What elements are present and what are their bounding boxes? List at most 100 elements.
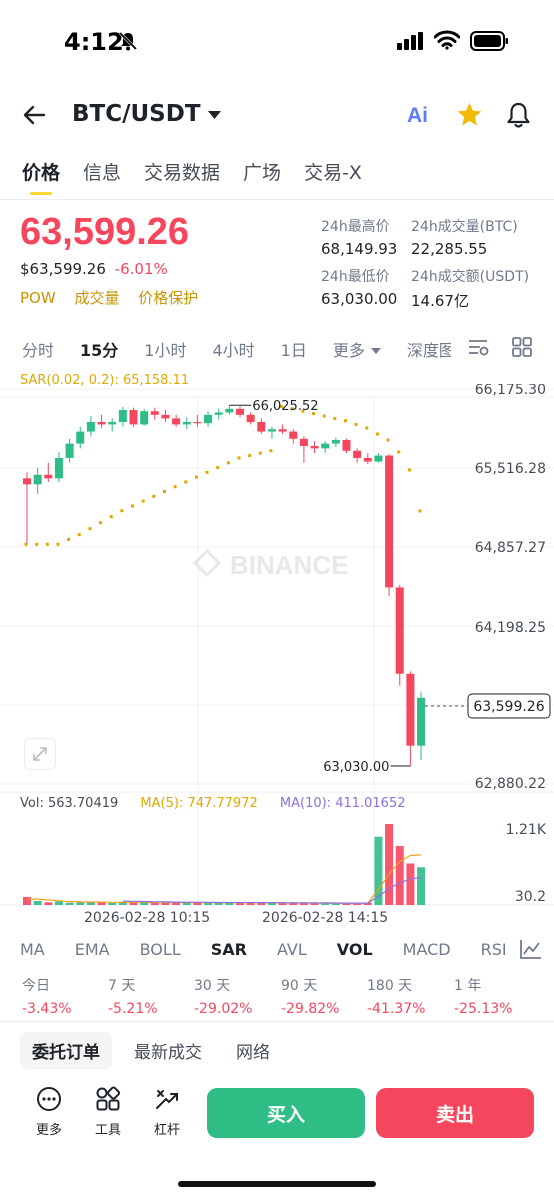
current-price-label: 63,599.26: [473, 699, 544, 715]
interval-1d[interactable]: 1日: [280, 341, 307, 360]
volume-bar: [289, 903, 298, 905]
indicator-avl[interactable]: AVL: [276, 940, 307, 959]
price-axis-label: 65,516.28: [475, 461, 546, 477]
badge-pow[interactable]: POW: [20, 289, 56, 307]
interval-more-label: 更多: [332, 341, 365, 360]
stat-label: 24h最低价: [321, 269, 390, 285]
tab-recent-trades[interactable]: 最新成交: [134, 1043, 202, 1063]
indicator-rsi[interactable]: RSI: [480, 940, 507, 959]
volume-bar: [385, 824, 394, 905]
bell-alert-icon[interactable]: [505, 101, 532, 129]
sar-dot: [312, 412, 316, 416]
low-price-label: 63,030.00: [323, 760, 389, 775]
indicator-chart-icon[interactable]: [519, 938, 543, 960]
star-favorite-icon[interactable]: [456, 101, 483, 128]
sar-dot: [290, 407, 294, 411]
status-bar: 4:12: [0, 0, 554, 84]
interval-depth[interactable]: 深度图: [406, 341, 451, 359]
tab-trading-data[interactable]: 交易数据: [144, 162, 221, 184]
more-label: 更多: [35, 1123, 62, 1138]
volume-bar: [417, 867, 426, 905]
perf-label: 1 年: [454, 978, 482, 994]
chart-settings-icon[interactable]: [467, 336, 489, 358]
volume-bar: [257, 902, 266, 905]
indicator-vol[interactable]: VOL: [336, 940, 373, 959]
interval-1h[interactable]: 1小时: [144, 341, 187, 360]
chevron-down-icon[interactable]: [208, 111, 221, 120]
tools-button[interactable]: 工具: [88, 1086, 128, 1138]
tab-info[interactable]: 信息: [83, 162, 122, 184]
sar-dot: [205, 470, 209, 474]
volume-bar: [108, 902, 117, 905]
tag-badges: POW 成交量 价格保护: [20, 287, 212, 308]
more-button[interactable]: 更多: [29, 1086, 69, 1138]
sar-dot: [322, 414, 326, 418]
perf-label: 7 天: [108, 978, 136, 994]
perf-label: 30 天: [194, 978, 231, 994]
stat-24h-turnover-usdt: 24h成交额(USDT) 14.67亿: [411, 266, 529, 311]
indicator-sar[interactable]: SAR: [210, 940, 247, 959]
volume-bar: [363, 902, 372, 905]
ma5-line: [26, 854, 422, 904]
sar-dot: [152, 494, 156, 498]
sell-button[interactable]: 卖出: [376, 1088, 534, 1138]
tab-price[interactable]: 价格: [22, 158, 60, 195]
sar-dot: [248, 454, 252, 458]
leverage-icon: [156, 1090, 178, 1109]
badge-volume[interactable]: 成交量: [74, 289, 120, 307]
wifi-icon: [434, 30, 460, 50]
sar-dot: [99, 521, 103, 525]
leverage-button[interactable]: 杠杆: [147, 1086, 187, 1138]
volume-bar: [97, 902, 106, 905]
perf-value: -5.21%: [108, 1001, 158, 1017]
interval-time-sharing[interactable]: 分时: [22, 341, 55, 360]
pair-title[interactable]: BTC/USDT: [72, 101, 201, 127]
tab-order-book[interactable]: 委托订单: [20, 1032, 112, 1069]
tab-network[interactable]: 网络: [236, 1043, 270, 1063]
indicator-ma[interactable]: MA: [20, 940, 45, 959]
chevron-down-icon: [370, 348, 381, 354]
indicator-macd[interactable]: MACD: [402, 940, 451, 959]
volume-bar: [406, 863, 415, 905]
indicator-boll[interactable]: BOLL: [139, 940, 181, 959]
sar-dot: [386, 438, 390, 442]
indicator-ema[interactable]: EMA: [74, 940, 110, 959]
ma10-value: MA(10): 411.01652: [279, 796, 406, 811]
volume-bar: [331, 903, 340, 905]
sar-dot: [173, 485, 177, 489]
indicator-selector: MA EMA BOLL SAR AVL VOL MACD RSI: [20, 940, 537, 960]
interval-more[interactable]: 更多: [332, 337, 381, 360]
main-tabs: 价格 信息 交易数据 广场 交易-X: [22, 158, 385, 195]
sar-dot: [333, 416, 337, 420]
tab-trade-x[interactable]: 交易-X: [304, 162, 362, 184]
interval-15m[interactable]: 15分: [80, 341, 119, 360]
sar-dot: [24, 542, 28, 546]
back-arrow-icon[interactable]: [22, 102, 48, 128]
stat-label: 24h成交量(BTC): [411, 219, 518, 235]
expand-chart-button[interactable]: [24, 738, 56, 770]
candle-body: [118, 410, 127, 423]
sar-legend: SAR(0.02, 0.2): 65,158.11: [20, 373, 190, 388]
volume-bar: [310, 902, 319, 905]
sar-dot: [258, 451, 262, 455]
more-dots-icon: [37, 1087, 61, 1111]
perf-label: 90 天: [281, 978, 318, 994]
volume-bar: [150, 902, 159, 905]
perf-value: -25.13%: [454, 1001, 513, 1017]
volume-bar: [193, 902, 202, 905]
interval-4h[interactable]: 4小时: [212, 341, 255, 360]
volume-bar: [65, 902, 74, 905]
tab-square[interactable]: 广场: [243, 162, 282, 184]
volume-bar: [236, 903, 244, 905]
time-label: 2026-02-28 10:15: [84, 910, 211, 926]
candle-body: [395, 587, 404, 674]
time-label: 2026-02-28 14:15: [262, 910, 389, 926]
candlestick-chart[interactable]: BINANCE 66,025.52 63,030.00 66,175.30 65,516…: [0, 384, 554, 910]
buy-button[interactable]: 买入: [207, 1088, 365, 1138]
sar-dot: [131, 504, 134, 508]
sar-dot: [162, 490, 166, 494]
binance-watermark: BINANCE: [230, 550, 348, 580]
ai-icon[interactable]: Ai: [407, 104, 428, 127]
badge-price-protection[interactable]: 价格保护: [138, 289, 199, 307]
grid-layout-icon[interactable]: [511, 336, 533, 358]
